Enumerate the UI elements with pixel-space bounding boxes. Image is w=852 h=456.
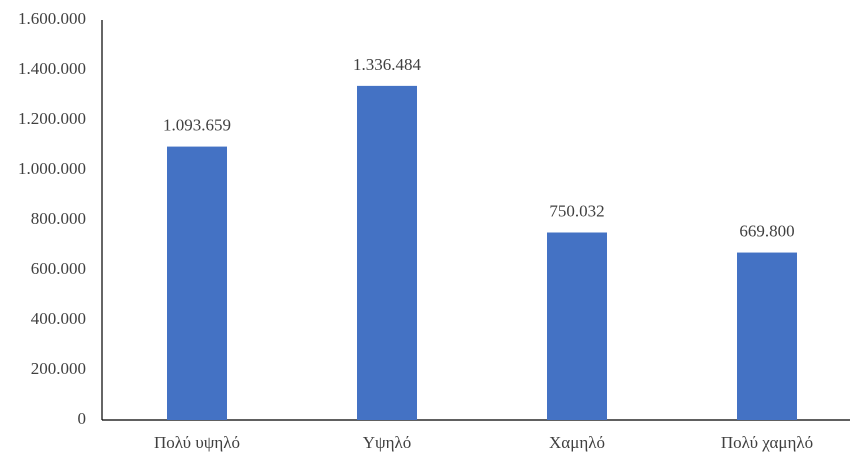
x-tick-label: Πολύ υψηλό	[154, 433, 240, 452]
y-tick-label: 400.000	[31, 309, 86, 328]
y-tick-label: 1.400.000	[18, 59, 86, 78]
y-tick-label: 600.000	[31, 259, 86, 278]
data-label: 750.032	[549, 201, 604, 220]
bar	[737, 252, 797, 420]
data-label: 1.336.484	[353, 55, 422, 74]
y-tick-label: 1.000.000	[18, 159, 86, 178]
bar	[167, 146, 227, 420]
x-tick-label: Πολύ χαμηλό	[721, 433, 813, 452]
y-tick-label: 1.600.000	[18, 9, 86, 28]
y-tick-label: 0	[78, 409, 87, 428]
x-tick-label: Χαμηλό	[549, 433, 605, 452]
x-tick-label: Υψηλό	[363, 433, 412, 452]
y-tick-label: 800.000	[31, 209, 86, 228]
bar	[547, 232, 607, 420]
data-label: 1.093.659	[163, 115, 231, 134]
y-tick-label: 1.200.000	[18, 109, 86, 128]
data-label: 669.800	[739, 221, 794, 240]
y-tick-label: 200.000	[31, 359, 86, 378]
bar	[357, 85, 417, 420]
